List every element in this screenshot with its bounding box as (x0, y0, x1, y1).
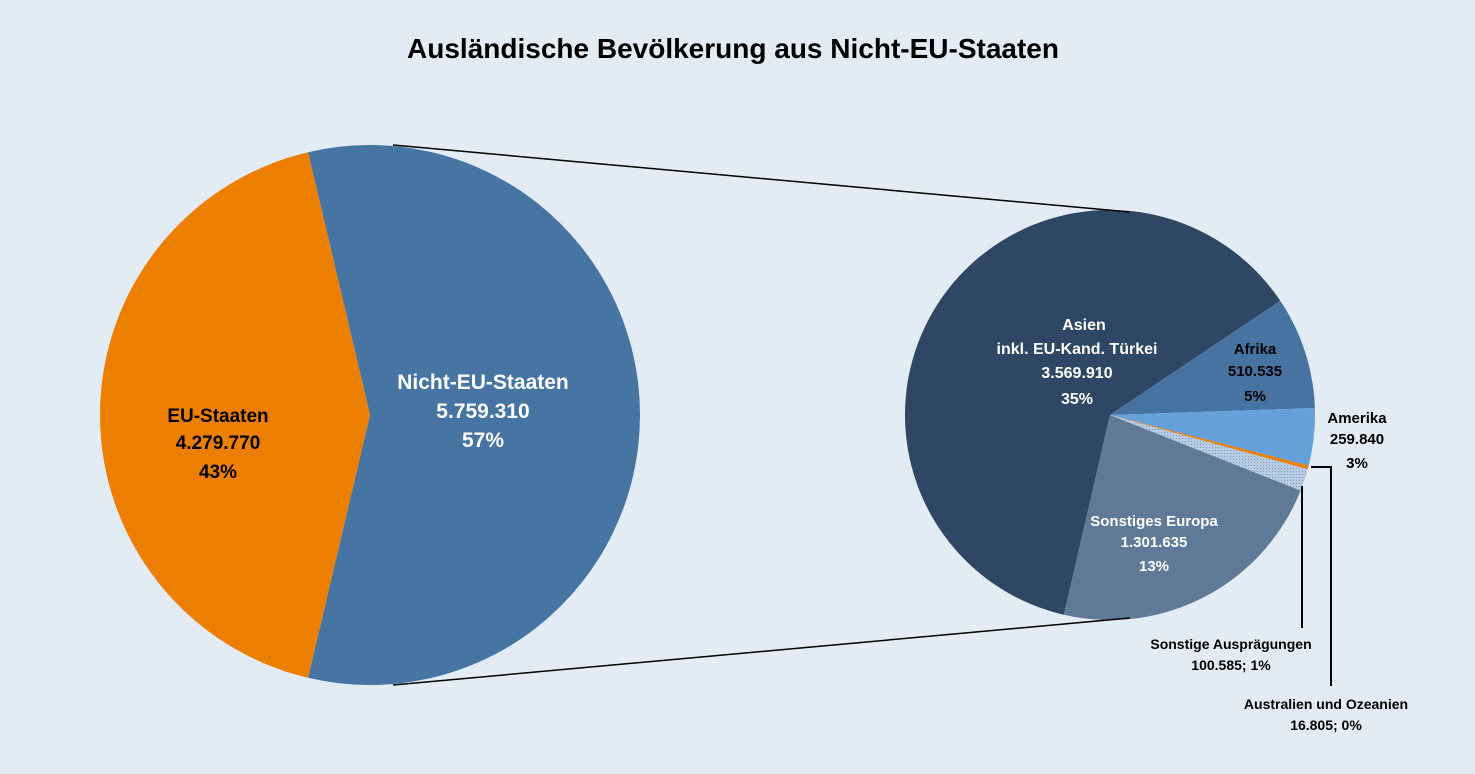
label-sonstige-auspraegungen: Sonstige Ausprägungen 100.585; 1% (1150, 636, 1311, 673)
label-sonstiges-europa: Sonstiges Europa 1.301.635 13% (1090, 513, 1218, 575)
pie-slice-sonstige-ausprägungen (1110, 415, 1308, 491)
label-value: 1.301.635 (1121, 534, 1188, 551)
label-percent: 13% (1139, 558, 1169, 575)
label-value: 5.759.310 (436, 400, 529, 423)
pie-slice-eu-staaten (100, 152, 371, 678)
pie-slice-afrika (1110, 300, 1315, 415)
pie-slice-asien (905, 209, 1281, 615)
label-afrika: Afrika 510.535 5% (1228, 341, 1282, 405)
label-name: Afrika (1234, 341, 1277, 358)
chart-title: Ausländische Bevölkerung aus Nicht-EU-St… (407, 33, 1059, 64)
label-value: 16.805; 0% (1290, 717, 1362, 733)
label-name: Sonstiges Europa (1090, 513, 1218, 530)
label-value: 3.569.910 (1041, 365, 1112, 382)
label-percent: 57% (462, 429, 504, 452)
connector-line-top (392, 144, 1131, 213)
label-asien: Asien inkl. EU-Kand. Türkei 3.569.910 35… (997, 317, 1158, 408)
pie-slice-australien-und-ozeanien (1110, 415, 1309, 470)
main-pie (100, 144, 641, 685)
label-value: 4.279.770 (176, 433, 261, 454)
label-value: 100.585; 1% (1191, 657, 1271, 673)
label-name: Australien und Ozeanien (1244, 696, 1408, 712)
label-percent: 43% (199, 462, 237, 483)
label-name: Amerika (1327, 410, 1387, 427)
label-eu-staaten: EU-Staaten 4.279.770 43% (167, 406, 268, 483)
label-amerika: Amerika 259.840 3% (1327, 410, 1387, 472)
label-name: Nicht-EU-Staaten (397, 371, 569, 394)
label-name: Sonstige Ausprägungen (1150, 636, 1311, 652)
pie-slice-nicht-eu-staaten (308, 144, 641, 685)
leader-line-australien (1311, 466, 1332, 686)
label-percent: 3% (1346, 455, 1368, 472)
label-value: 259.840 (1330, 431, 1384, 448)
connector-line-bottom (392, 617, 1131, 686)
pie-slice-sonstiges-europa (1063, 415, 1301, 620)
label-name2: inkl. EU-Kand. Türkei (997, 341, 1158, 358)
label-australien: Australien und Ozeanien 16.805; 0% (1244, 696, 1408, 733)
label-percent: 35% (1061, 391, 1093, 408)
label-name: Asien (1062, 317, 1106, 334)
breakdown-pie (905, 209, 1315, 620)
label-value: 510.535 (1228, 363, 1282, 380)
label-percent: 5% (1244, 388, 1266, 405)
label-name: EU-Staaten (167, 406, 268, 427)
pie-slice-amerika (1110, 408, 1315, 466)
label-nicht-eu-staaten: Nicht-EU-Staaten 5.759.310 57% (397, 371, 569, 452)
